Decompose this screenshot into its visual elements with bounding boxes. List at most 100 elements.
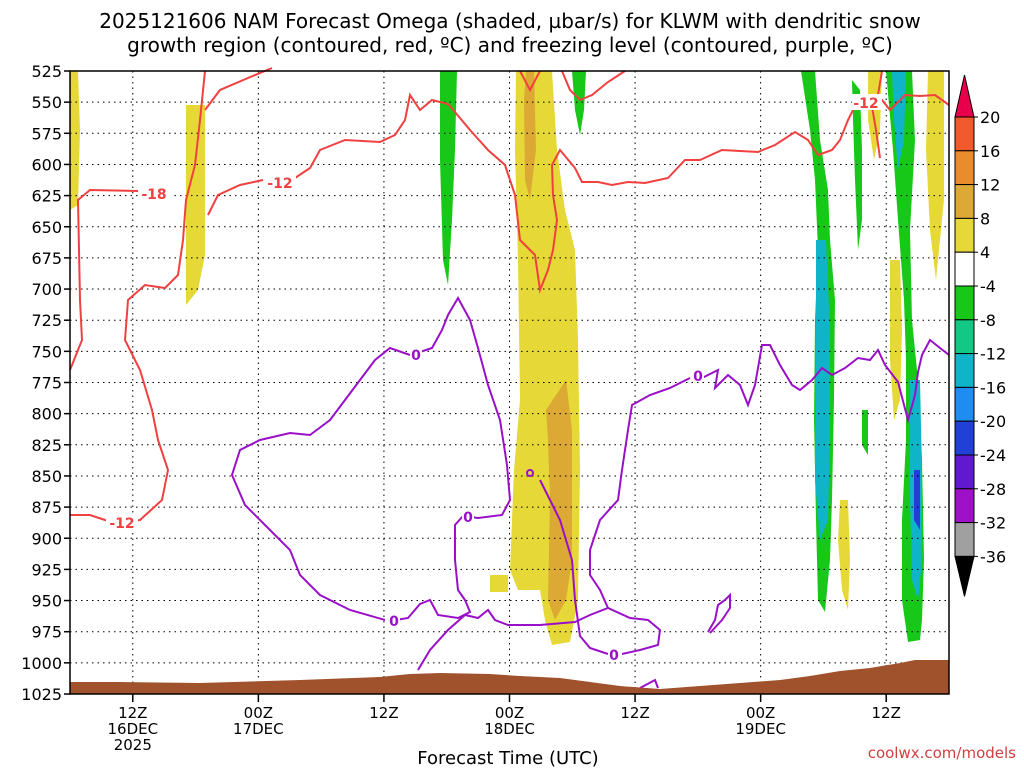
omega-region-blue: [914, 470, 920, 530]
freezing-contour-line: [639, 678, 659, 689]
omega-region-yellow: [838, 500, 850, 610]
dgz-label: -12: [853, 96, 878, 112]
freezing-contour-line: [230, 346, 411, 621]
omega-region-cyan: [815, 240, 830, 540]
freezing-contour-line: [621, 377, 691, 471]
dgz-contour-line: [70, 514, 109, 522]
colorbar-top-arrow: [954, 74, 975, 118]
x-tick-label: 17DEC: [233, 720, 284, 738]
x-tick-label: 00Z: [495, 704, 524, 722]
y-tick-label: 725: [31, 311, 62, 330]
colorbar-label: -20: [980, 412, 1006, 431]
colorbar-swatch: [954, 522, 975, 557]
credit-text: coolwx.com/models: [868, 744, 1016, 762]
colorbar-swatch: [954, 319, 975, 355]
colorbar-label: -28: [980, 480, 1006, 499]
freezing-label: 0: [693, 369, 703, 385]
colorbar-label: -8: [980, 311, 996, 330]
y-tick-label: 950: [31, 592, 62, 611]
colorbar-label: 12: [980, 176, 1000, 195]
colorbar-label: 20: [980, 108, 1000, 127]
y-tick-label: 850: [31, 467, 62, 486]
colorbar-swatch: [954, 353, 975, 388]
colorbar-label: -12: [980, 345, 1006, 364]
colorbar-swatch: [954, 285, 975, 321]
freezing-contour-line: [589, 469, 623, 609]
y-tick-label: 575: [31, 124, 62, 143]
plot-area: -18 -12 -12 -12 0 0 0 0 0: [69, 67, 950, 695]
colorbar-label: 4: [980, 243, 990, 262]
colorbar-swatch: [954, 488, 975, 524]
colorbar-swatch: [954, 150, 975, 186]
y-axis: 525 550 575 600 625 650 675 700 725 750 775 800 825 8…: [21, 62, 70, 704]
y-tick-label: 550: [31, 93, 62, 112]
omega-region-yellow: [926, 71, 944, 280]
chart-title-line-1: 2025121606 NAM Forecast Omega (shaded, µ…: [99, 9, 921, 33]
y-tick-label: 675: [31, 249, 62, 268]
y-tick-label: 900: [31, 529, 62, 548]
y-tick-label: 525: [31, 62, 62, 81]
x-axis-title: Forecast Time (UTC): [417, 748, 598, 768]
omega-region-green: [440, 71, 457, 285]
colorbar-swatch: [954, 184, 975, 219]
dgz-contour-line: [117, 70, 206, 524]
omega-region-green: [852, 80, 862, 250]
omega-region-orange: [524, 71, 536, 200]
freezing-contour-line: [701, 338, 950, 424]
y-tick-label: 775: [31, 374, 62, 393]
y-tick-label: 625: [31, 187, 62, 206]
freezing-contour-line: [707, 592, 731, 634]
omega-region-cyan: [892, 71, 906, 170]
freezing-label: 0: [463, 510, 473, 526]
y-tick-label: 650: [31, 218, 62, 237]
colorbar-label: 16: [980, 142, 1000, 161]
y-tick-label: 925: [31, 560, 62, 579]
freezing-label: 0: [389, 614, 399, 630]
colorbar-label: -16: [980, 378, 1006, 397]
colorbar-label: 8: [980, 209, 990, 228]
y-tick-label: 1000: [21, 654, 62, 673]
omega-region-yellow: [490, 575, 508, 592]
colorbar-swatch: [954, 454, 975, 490]
colorbar-swatch: [954, 217, 975, 253]
y-tick-label: 750: [31, 342, 62, 361]
y-tick-label: 1025: [21, 685, 62, 704]
dgz-contour-line: [69, 188, 139, 371]
freezing-contours: [230, 295, 950, 689]
dgz-contour-line: [207, 179, 264, 216]
freezing-contour-line: [417, 606, 662, 671]
freezing-contour-dot: [526, 469, 534, 477]
dgz-label: -12: [267, 176, 292, 192]
x-tick-label: 19DEC: [735, 720, 786, 738]
dgz-contour-line: [291, 92, 881, 294]
y-tick-label: 875: [31, 498, 62, 517]
dgz-contour-line: [561, 70, 626, 102]
omega-region-yellow: [890, 260, 902, 420]
x-tick-label: 16DEC: [107, 720, 158, 738]
y-tick-label: 800: [31, 405, 62, 424]
freezing-label: 0: [411, 348, 421, 364]
dgz-contour-line: [519, 70, 541, 93]
x-tick-label: 12Z: [872, 704, 901, 722]
colorbar-label: -24: [980, 446, 1006, 465]
omega-region-green: [572, 71, 586, 135]
x-tick-label: 2025: [114, 736, 152, 754]
freezing-contour-line: [395, 295, 512, 621]
x-tick-label: 12Z: [620, 704, 649, 722]
freezing-contour-line: [539, 479, 609, 655]
terrain-fill: [70, 660, 949, 694]
colorbar-bottom-arrow: [954, 555, 975, 597]
omega-shading: [70, 71, 944, 645]
colorbar-swatch: [954, 420, 975, 456]
chart-title-line-2: growth region (contoured, red, ºC) and f…: [127, 33, 893, 57]
y-tick-label: 700: [31, 280, 62, 299]
omega-region-yellow: [186, 105, 205, 305]
colorbar-label: -32: [980, 514, 1006, 533]
colorbar-label: -36: [980, 547, 1006, 566]
dgz-label: -18: [141, 187, 166, 203]
colorbar-swatch: [954, 251, 975, 287]
x-tick-label: 00Z: [746, 704, 775, 722]
y-tick-label: 975: [31, 623, 62, 642]
